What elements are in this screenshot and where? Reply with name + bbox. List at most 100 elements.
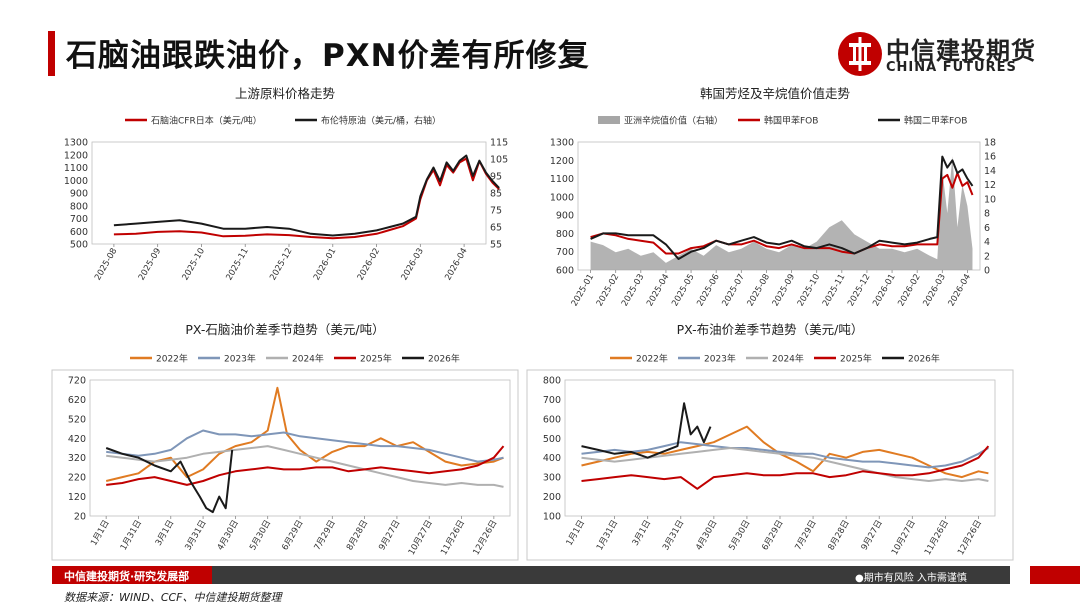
- x-tick-label: 2025-09: [137, 247, 163, 283]
- series-area: [590, 156, 973, 270]
- y-left-tick-label: 1200: [550, 156, 574, 167]
- page-title: 石脑油跟跌油价，PXN价差有所修复: [66, 38, 590, 74]
- x-tick-label: 8月28日: [826, 519, 851, 553]
- series-line: [581, 445, 990, 490]
- x-tick-label: 4月30日: [694, 519, 719, 553]
- legend-label: 2026年: [908, 353, 940, 365]
- x-tick-label: 2026-01: [312, 247, 338, 283]
- y-right-tick-label: 14: [984, 166, 996, 177]
- x-tick-label: 11月26日: [439, 519, 467, 557]
- y-right-tick-label: 18: [984, 138, 996, 149]
- x-tick-label: 2026-03: [400, 247, 426, 283]
- series-line: [106, 445, 504, 488]
- chart-title: 上游原料价格走势: [235, 86, 336, 101]
- y-left-tick-label: 400: [543, 453, 561, 464]
- x-tick-label: 3月1日: [631, 519, 654, 548]
- legend-entry: 2022年: [130, 353, 188, 365]
- y-left-tick-label: 1100: [550, 174, 574, 185]
- legend-entry: 布伦特原油（美元/桶，右轴）: [295, 115, 441, 127]
- footer-brand-block: [52, 566, 212, 584]
- chart-title: 韩国芳烃及辛烷值价值走势: [700, 86, 851, 101]
- series-line: [105, 447, 234, 514]
- x-tick-label: 3月1日: [154, 519, 177, 548]
- series-line: [581, 441, 989, 469]
- x-tick-label: 1月1日: [565, 519, 588, 548]
- series-line: [106, 445, 505, 486]
- y-right-tick-label: 4: [984, 237, 990, 248]
- y-left-tick-label: 100: [543, 512, 561, 523]
- y-left-tick-label: 500: [543, 434, 561, 445]
- legend-entry: 2024年: [266, 353, 324, 365]
- legend-label: 2026年: [428, 353, 460, 365]
- series-line: [581, 425, 989, 479]
- x-tick-label: 8月28日: [345, 519, 370, 553]
- x-tick-label: 7月29日: [793, 519, 818, 553]
- y-left-tick-label: 420: [68, 434, 86, 445]
- legend-label: 石脑油CFR日本（美元/吨）: [151, 115, 262, 127]
- y-left-tick-label: 120: [68, 492, 86, 503]
- legend-entry: 2025年: [334, 353, 392, 365]
- x-tick-label: 1月31日: [595, 519, 620, 553]
- x-tick-label: 3月31日: [183, 519, 208, 553]
- y-left-tick-label: 500: [70, 240, 88, 251]
- legend-label: 布伦特原油（美元/桶，右轴）: [321, 115, 441, 127]
- y-right-tick-label: 65: [490, 223, 502, 234]
- y-left-tick-label: 20: [74, 512, 86, 523]
- x-tick-label: 2026-04: [443, 247, 469, 283]
- footer-risk-notice: ●期市有风险 入市需谨慎: [855, 573, 967, 584]
- series-line: [113, 157, 500, 240]
- series-line: [113, 154, 500, 237]
- y-left-tick-label: 1200: [64, 150, 88, 161]
- x-tick-label: 2025-09: [771, 273, 797, 307]
- y-left-tick-label: 520: [68, 414, 86, 425]
- legend-entry: 石脑油CFR日本（美元/吨）: [125, 115, 262, 127]
- x-tick-label: 2026-04: [947, 273, 973, 307]
- x-tick-label: 3月31日: [661, 519, 686, 553]
- legend-entry: 2026年: [402, 353, 460, 365]
- x-tick-label: 5月30日: [248, 519, 273, 553]
- legend-label: 2022年: [636, 353, 668, 365]
- chart-korea-aromatics: 韩国芳烃及辛烷值价值走势 600 700 800 900 1000 1100 1200 1300…: [540, 84, 1010, 306]
- x-tick-label: 2025-01: [570, 273, 596, 307]
- y-left-tick-label: 1300: [64, 138, 88, 149]
- y-right-tick-label: 75: [490, 206, 502, 217]
- x-tick-label: 2026-02: [896, 273, 922, 307]
- x-tick-label: 5月30日: [727, 519, 752, 553]
- legend-entry: 2026年: [882, 353, 940, 365]
- legend-label: 亚洲辛烷值价值（右轴）: [624, 115, 723, 127]
- y-left-tick-label: 800: [70, 201, 88, 212]
- y-left-tick-label: 900: [70, 189, 88, 200]
- x-tick-label: 2025-07: [720, 273, 746, 307]
- x-tick-label: 9月27日: [860, 519, 885, 553]
- y-left-tick-label: 1100: [64, 163, 88, 174]
- x-tick-label: 2026-03: [921, 273, 947, 307]
- series-line: [590, 172, 974, 255]
- legend-entry: 韩国二甲苯FOB: [878, 115, 967, 127]
- x-tick-label: 2025-10: [796, 273, 822, 307]
- legend-label: 2025年: [360, 353, 392, 365]
- x-tick-label: 2025-03: [620, 273, 646, 307]
- y-right-tick-label: 55: [490, 240, 502, 251]
- y-left-tick-label: 600: [70, 227, 88, 238]
- series-line: [590, 155, 974, 260]
- y-left-tick-label: 800: [543, 376, 561, 387]
- chart-title: PX-布油价差季节趋势（美元/吨）: [677, 322, 864, 337]
- y-right-tick-label: 2: [984, 251, 990, 262]
- x-tick-label: 2025-02: [595, 273, 621, 307]
- x-tick-label: 6月29日: [760, 519, 785, 553]
- x-tick-label: 12月26日: [471, 519, 499, 557]
- legend-label: 2022年: [156, 353, 188, 365]
- y-left-tick-label: 720: [68, 376, 86, 387]
- y-left-tick-label: 1300: [550, 138, 574, 149]
- footer-bar: [52, 566, 1010, 584]
- y-left-tick-label: 700: [556, 247, 574, 258]
- legend-label: 2023年: [224, 353, 256, 365]
- y-right-tick-label: 10: [984, 194, 996, 205]
- y-right-tick-label: 8: [984, 209, 990, 220]
- x-tick-label: 2025-12: [268, 247, 294, 283]
- legend-label: 2023年: [704, 353, 736, 365]
- x-tick-label: 1月1日: [89, 519, 112, 548]
- y-right-tick-label: 115: [490, 138, 508, 149]
- x-tick-label: 12月26日: [956, 519, 984, 557]
- chart-upstream-prices: 上游原料价格走势 500 600 700 800 900 1000 1100 1200 1300 5…: [40, 84, 530, 306]
